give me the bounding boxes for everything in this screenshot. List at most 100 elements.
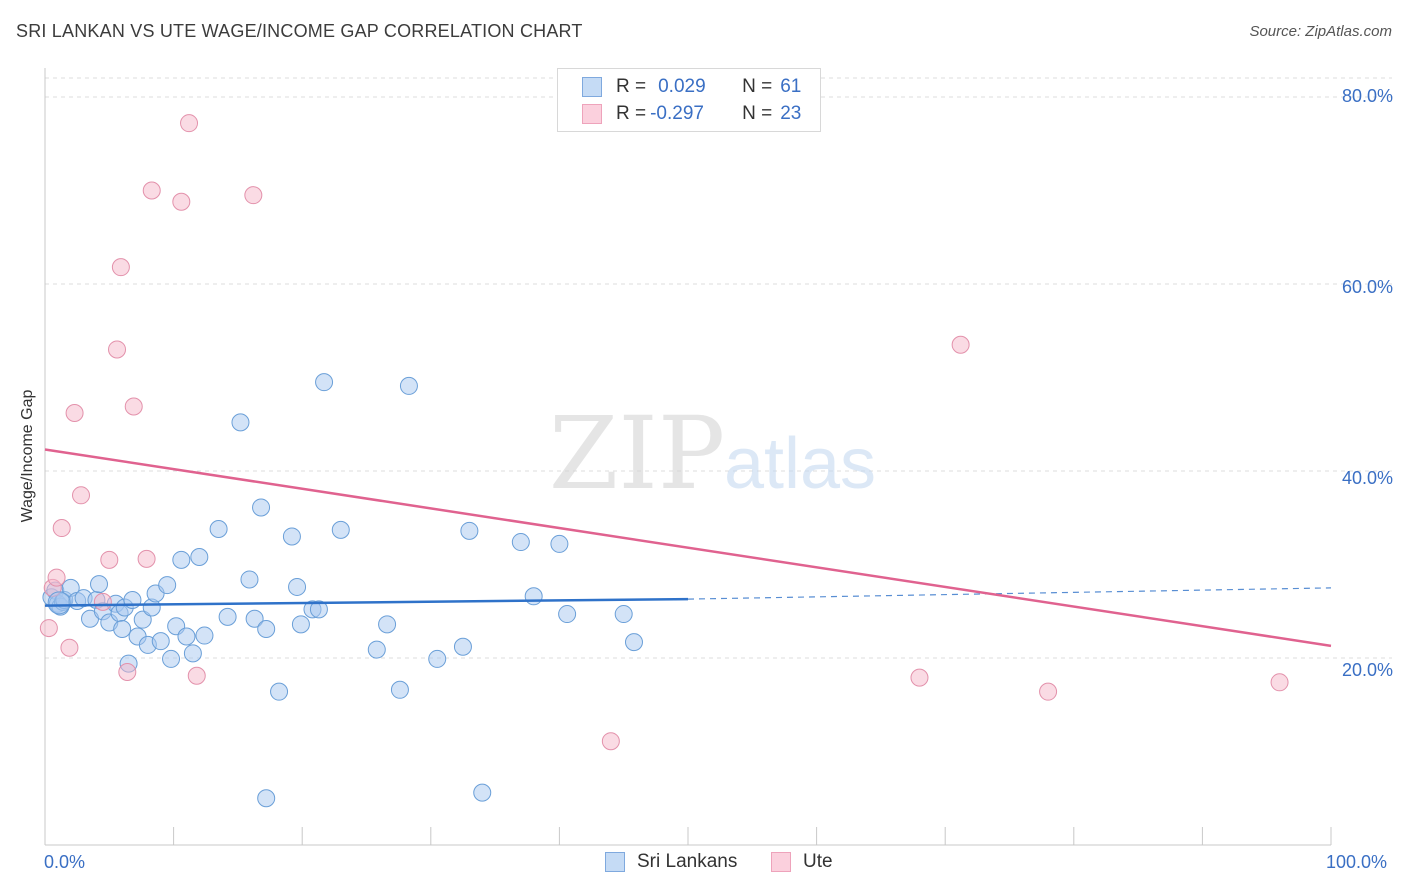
sri-lankan-point (133, 610, 152, 629)
legend-label: Ute (803, 851, 833, 872)
ute-point (180, 114, 199, 133)
ute-point (172, 192, 191, 211)
ute-point (72, 486, 91, 505)
sri-lankan-point (614, 605, 633, 624)
ute-point (124, 397, 143, 416)
n-value: 23 (780, 103, 802, 124)
sri-lankan-point (90, 575, 109, 594)
r-value: 0.029 (658, 76, 706, 97)
sri-lankan-point (460, 521, 479, 540)
sri-lankan-point (473, 783, 492, 802)
ute-point (1270, 673, 1289, 692)
sri-lankan-point (177, 627, 196, 646)
ute-point (137, 549, 156, 568)
y-tick-label: 80.0% (1341, 86, 1393, 106)
sri-lankan-point (195, 626, 214, 645)
sri-lankan-point (378, 615, 397, 634)
sri-lankan-point (245, 609, 264, 628)
ute-point (951, 335, 970, 354)
chart-title: SRI LANKAN VS UTE WAGE/INCOME GAP CORREL… (16, 21, 583, 41)
sri-lankan-point (309, 600, 328, 619)
sri-lankan-point (624, 633, 643, 652)
sri-lankan-point (428, 649, 447, 668)
ute-point (108, 340, 127, 359)
axes (44, 68, 1332, 846)
legend-swatch-blue (582, 77, 602, 97)
r-label: R = (616, 103, 647, 124)
watermark: ZIP atlas (549, 395, 876, 512)
series-legend: Sri Lankans Ute (0, 851, 1406, 877)
sri-lankan-point (240, 570, 259, 589)
sri-lankan-point (231, 413, 250, 432)
sri-lankan-point (558, 605, 577, 624)
source-label: Source: ZipAtlas.com (1249, 23, 1392, 40)
ute-point (111, 258, 130, 277)
sri-lankan-point (331, 520, 350, 539)
legend-swatch-pink (582, 104, 602, 124)
y-tick-label: 20.0% (1341, 660, 1393, 680)
correlation-legend: R = 0.029 N = 61 R = -0.297 N = 23 (557, 68, 821, 132)
legend-item-ute[interactable]: Ute (771, 851, 833, 873)
ute-point (910, 668, 929, 687)
ute-point (142, 181, 161, 200)
ute-point (244, 186, 263, 205)
watermark-zip: ZIP (549, 395, 725, 512)
n-label: N = (742, 76, 773, 97)
sri-lankan-point (172, 550, 191, 569)
ute-point (52, 519, 71, 538)
ute-point (60, 638, 79, 657)
sri-lankan-point (257, 620, 276, 639)
x-tick-label-max: 100.0% (1326, 852, 1388, 872)
ute-point (601, 732, 620, 751)
ute-point (187, 666, 206, 685)
y-tick-label: 40.0% (1341, 468, 1393, 488)
ute-point (39, 619, 58, 638)
sri-lankan-point (183, 644, 202, 663)
legend-swatch-blue (605, 852, 625, 872)
n-label: N = (742, 103, 773, 124)
sri-lankan-point (252, 498, 271, 517)
sri-lankan-point (218, 607, 237, 626)
sri-lankan-point (190, 548, 209, 567)
y-tick-label: 60.0% (1341, 277, 1393, 297)
n-value: 61 (780, 76, 802, 97)
sri-lankan-point (282, 527, 301, 546)
legend-label: Sri Lankans (637, 851, 738, 872)
watermark-atlas: atlas (724, 424, 876, 504)
legend-swatch-pink (771, 852, 791, 872)
sri-lankan-point (550, 534, 569, 553)
ute-point (118, 663, 137, 682)
sri-lankan-point (209, 519, 228, 538)
sri-lankan-point (315, 373, 334, 392)
sri-lankan-point (162, 649, 181, 668)
r-label: R = (616, 76, 647, 97)
ute-point (1039, 682, 1058, 701)
sri-lankan-point (288, 577, 307, 596)
sri-lankan-point (158, 576, 177, 595)
legend-item-sri-lankans[interactable]: Sri Lankans (605, 851, 737, 873)
ute-point (100, 550, 119, 569)
sri-lankan-point (270, 682, 289, 701)
sri-lankan-point (113, 620, 132, 639)
sri-lankan-trend-extension (687, 587, 1332, 600)
sri-lankan-point (47, 591, 71, 615)
ute-trend-line (44, 448, 1332, 648)
sri-lankan-point (511, 533, 530, 552)
sri-lankan-point (291, 615, 310, 634)
x-tick-label-min: 0.0% (44, 852, 86, 872)
sri-lankan-point (453, 637, 472, 656)
sri-lankan-point (524, 587, 543, 606)
legend-row-sri-lankans: R = 0.029 N = 61 (582, 74, 801, 100)
ute-point (93, 592, 112, 611)
sri-lankan-trend-line (44, 597, 689, 607)
ute-point (65, 404, 84, 423)
sri-lankan-point (367, 640, 386, 659)
sri-lankan-point (390, 680, 409, 699)
sri-lankan-point (399, 376, 418, 395)
sri-lankan-point (151, 632, 170, 651)
sri-lankan-point (257, 789, 276, 808)
r-value: -0.297 (650, 103, 704, 124)
ute-point (47, 568, 66, 587)
legend-row-ute: R = -0.297 N = 23 (582, 101, 801, 127)
